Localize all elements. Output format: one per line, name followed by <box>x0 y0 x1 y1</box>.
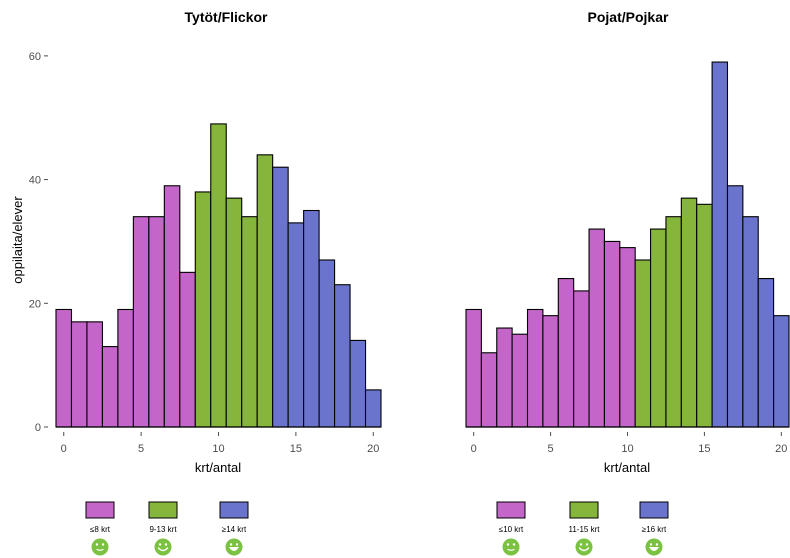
legend-label: ≤10 krt <box>499 525 524 534</box>
x-tick-label: 15 <box>290 443 302 455</box>
bar <box>480 352 498 428</box>
bar <box>318 259 336 428</box>
bar <box>287 222 305 428</box>
bar <box>256 154 274 428</box>
bar <box>272 166 289 428</box>
bar <box>364 389 382 428</box>
big-grin-icon <box>645 538 663 556</box>
bar <box>148 216 165 428</box>
bar <box>650 228 667 428</box>
legend-label: ≤8 krt <box>90 525 111 534</box>
bar <box>557 277 575 428</box>
bar <box>619 247 636 428</box>
bar <box>573 290 590 428</box>
panel-title: Pojat/Pojkar <box>588 9 669 25</box>
bar <box>241 216 258 428</box>
bar <box>334 284 351 428</box>
x-axis-label: krt/antal <box>604 460 650 475</box>
x-tick-label: 10 <box>212 443 224 455</box>
bar <box>194 191 212 428</box>
y-tick-label: 20 <box>29 298 41 310</box>
y-tick-label: 60 <box>29 51 41 63</box>
bar <box>225 197 243 428</box>
legend-label: ≥16 krt <box>642 525 667 534</box>
legend-swatch <box>85 501 115 519</box>
panel-title: Tytöt/Flickor <box>185 9 269 25</box>
y-axis-label: oppilaita/elever <box>10 196 25 284</box>
legend-label: 11-15 krt <box>569 525 601 534</box>
slight-smile-icon <box>91 538 109 556</box>
bar <box>70 321 88 428</box>
smile-icon <box>575 538 593 556</box>
bar <box>542 315 559 428</box>
legend-label: ≥14 krt <box>222 525 247 534</box>
legend-item: 11-15 krt <box>569 501 601 556</box>
bar <box>511 333 529 428</box>
bar <box>349 339 367 428</box>
panel-boys: Pojat/Pojkar krt/antal 0 5 10 15 20 ≤10 krt 11… <box>465 9 790 556</box>
x-tick-label: 10 <box>621 443 633 455</box>
legend-item: ≥14 krt <box>219 501 249 556</box>
x-tick-label: 0 <box>471 443 477 455</box>
bar <box>163 185 181 428</box>
legend-swatch <box>148 501 178 519</box>
bar <box>86 321 103 428</box>
x-tick-label: 0 <box>61 443 67 455</box>
bar <box>773 315 790 428</box>
x-tick-label: 20 <box>775 443 787 455</box>
bar <box>757 277 775 428</box>
bar <box>117 308 134 428</box>
legend-item: ≤8 krt <box>85 501 115 556</box>
bar <box>726 185 744 428</box>
bar <box>603 240 621 428</box>
panel-girls: Tytöt/Flickor krt/antal 0 5 10 15 20 0 20 40 60 ≤… <box>29 9 382 556</box>
legend-item: ≤10 krt <box>496 501 526 556</box>
x-tick-label: 5 <box>548 443 554 455</box>
legend-label: 9-13 krt <box>149 525 177 534</box>
x-tick-label: 15 <box>698 443 710 455</box>
y-tick-label: 40 <box>29 175 41 187</box>
bar <box>526 308 544 428</box>
x-axis-label: krt/antal <box>195 460 241 475</box>
bar <box>665 216 682 428</box>
legend-swatch <box>569 501 599 519</box>
legend-item: ≥16 krt <box>639 501 669 556</box>
legend-swatch <box>496 501 526 519</box>
legend-item: 9-13 krt <box>148 501 178 556</box>
legend-swatch <box>639 501 669 519</box>
bar <box>210 123 227 428</box>
y-tick-label: 0 <box>35 422 41 434</box>
bar <box>496 327 513 428</box>
bar <box>132 216 150 428</box>
x-tick-label: 5 <box>138 443 144 455</box>
bar <box>55 308 73 428</box>
smile-icon <box>154 538 172 556</box>
bar <box>179 271 196 428</box>
bar <box>680 197 698 428</box>
bar <box>711 61 729 428</box>
bar <box>303 209 320 428</box>
bar <box>588 228 605 428</box>
bar <box>465 308 482 428</box>
big-grin-icon <box>225 538 243 556</box>
bar <box>742 216 759 428</box>
bar <box>101 346 119 428</box>
x-tick-label: 20 <box>367 443 379 455</box>
bar <box>696 203 713 428</box>
slight-smile-icon <box>502 538 520 556</box>
bar <box>634 259 652 428</box>
legend-swatch <box>219 501 249 519</box>
